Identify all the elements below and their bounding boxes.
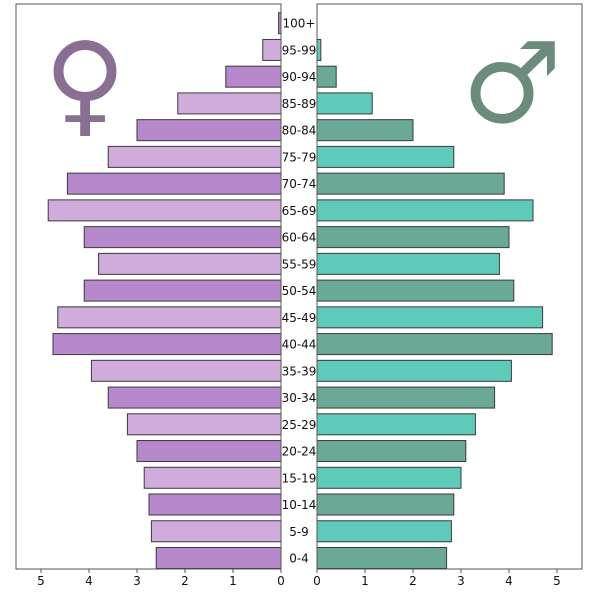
male-bar-30-34 [316, 386, 496, 409]
female-axis-tick-label-5: 5 [37, 574, 45, 588]
female-bar-5-9 [150, 520, 282, 543]
male-bar-15-19 [316, 466, 462, 489]
age-label-0-4: 0-4 [289, 552, 309, 566]
female-axis-tick-label-4: 4 [85, 574, 93, 588]
female-bar-75-79 [107, 145, 282, 168]
male-bar-60-64 [316, 226, 510, 249]
male-bar-40-44 [316, 333, 553, 356]
age-labels: 0-4 5-9 10-14 15-19 20-24 25-29 30-34 35-39 40-4… [282, 17, 317, 566]
female-axis-tick-label-0: 0 [277, 574, 285, 588]
age-label-100+: 100+ [283, 17, 316, 31]
female-bar-85-89 [177, 92, 282, 115]
age-label-90-94: 90-94 [282, 70, 317, 84]
male-bar-50-54 [316, 279, 515, 302]
female-bar-50-54 [83, 279, 282, 302]
female-bar-55-59 [98, 252, 282, 275]
age-label-50-54: 50-54 [282, 284, 317, 298]
female-axis-tick-label-1: 1 [229, 574, 237, 588]
female-bar-70-74 [66, 172, 282, 195]
age-label-65-69: 65-69 [282, 204, 317, 218]
female-bar-45-49 [57, 306, 282, 329]
male-axis-tick-label-2: 2 [409, 574, 417, 588]
male-bar-65-69 [316, 199, 534, 222]
male-bar-90-94 [316, 65, 337, 88]
age-label-55-59: 55-59 [282, 257, 317, 271]
male-panel-frame [316, 3, 583, 570]
male-bar-55-59 [316, 252, 500, 275]
female-panel-frame [15, 3, 282, 570]
age-label-45-49: 45-49 [282, 311, 317, 325]
age-label-75-79: 75-79 [282, 150, 317, 164]
female-bar-30-34 [107, 386, 282, 409]
age-label-85-89: 85-89 [282, 97, 317, 111]
age-label-95-99: 95-99 [282, 43, 317, 57]
female-bar-0-4 [155, 547, 282, 569]
male-bar-20-24 [316, 440, 467, 463]
age-label-15-19: 15-19 [282, 471, 317, 485]
male-symbol-icon: ♂ [462, 19, 562, 149]
female-bar-65-69 [47, 199, 282, 222]
male-axis-tick-label-0: 0 [313, 574, 321, 588]
male-bar-5-9 [316, 520, 452, 543]
male-bar-85-89 [316, 92, 373, 115]
axes: 0 0 1 1 2 2 3 3 4 4 5 5 [15, 3, 583, 588]
age-label-70-74: 70-74 [282, 177, 317, 191]
female-bars [47, 12, 282, 569]
age-label-25-29: 25-29 [282, 418, 317, 432]
female-bar-25-29 [126, 413, 282, 436]
female-bar-60-64 [83, 226, 282, 249]
female-bar-40-44 [52, 333, 282, 356]
age-label-5-9: 5-9 [289, 525, 309, 539]
male-bar-25-29 [316, 413, 476, 436]
male-bar-80-84 [316, 119, 414, 142]
age-label-40-44: 40-44 [282, 338, 317, 352]
male-bar-70-74 [316, 172, 505, 195]
age-label-20-24: 20-24 [282, 445, 317, 459]
age-label-35-39: 35-39 [282, 364, 317, 378]
female-axis-tick-label-3: 3 [133, 574, 141, 588]
age-label-60-64: 60-64 [282, 231, 317, 245]
female-bar-35-39 [90, 359, 282, 382]
male-bar-95-99 [316, 38, 322, 61]
age-label-30-34: 30-34 [282, 391, 317, 405]
male-axis-tick-label-3: 3 [457, 574, 465, 588]
male-bars [316, 38, 553, 569]
male-axis-tick-label-5: 5 [553, 574, 561, 588]
female-axis-tick-label-2: 2 [181, 574, 189, 588]
age-label-80-84: 80-84 [282, 124, 317, 138]
female-bar-10-14 [148, 493, 282, 516]
male-axis-tick-label-1: 1 [361, 574, 369, 588]
female-symbol-icon: ♀ [44, 19, 126, 149]
female-bar-20-24 [136, 440, 282, 463]
male-bar-75-79 [316, 145, 455, 168]
male-bar-10-14 [316, 493, 455, 516]
male-bar-45-49 [316, 306, 544, 329]
female-bar-80-84 [136, 119, 282, 142]
age-label-10-14: 10-14 [282, 498, 317, 512]
female-bar-90-94 [225, 65, 282, 88]
male-bar-35-39 [316, 359, 512, 382]
female-bar-95-99 [262, 38, 282, 61]
male-bar-0-4 [316, 547, 448, 569]
male-axis-tick-label-4: 4 [505, 574, 513, 588]
female-bar-15-19 [143, 466, 282, 489]
